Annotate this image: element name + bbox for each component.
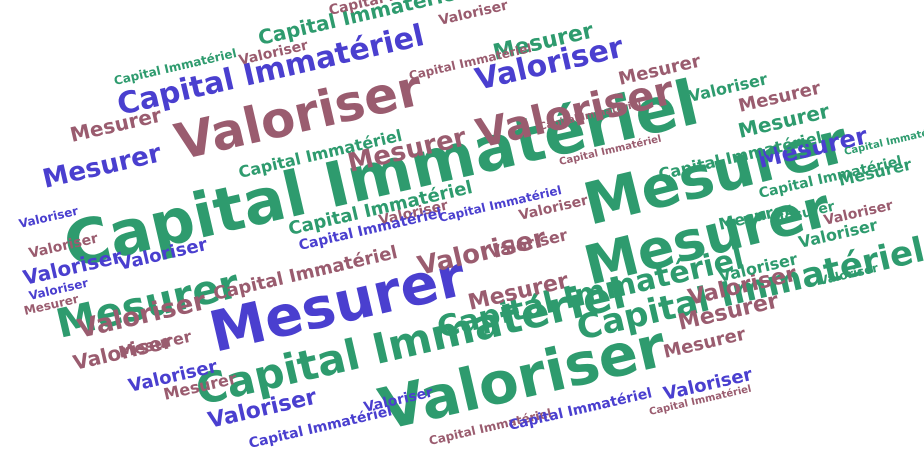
word-mesurer-blue-1: Mesurer bbox=[40, 138, 165, 194]
